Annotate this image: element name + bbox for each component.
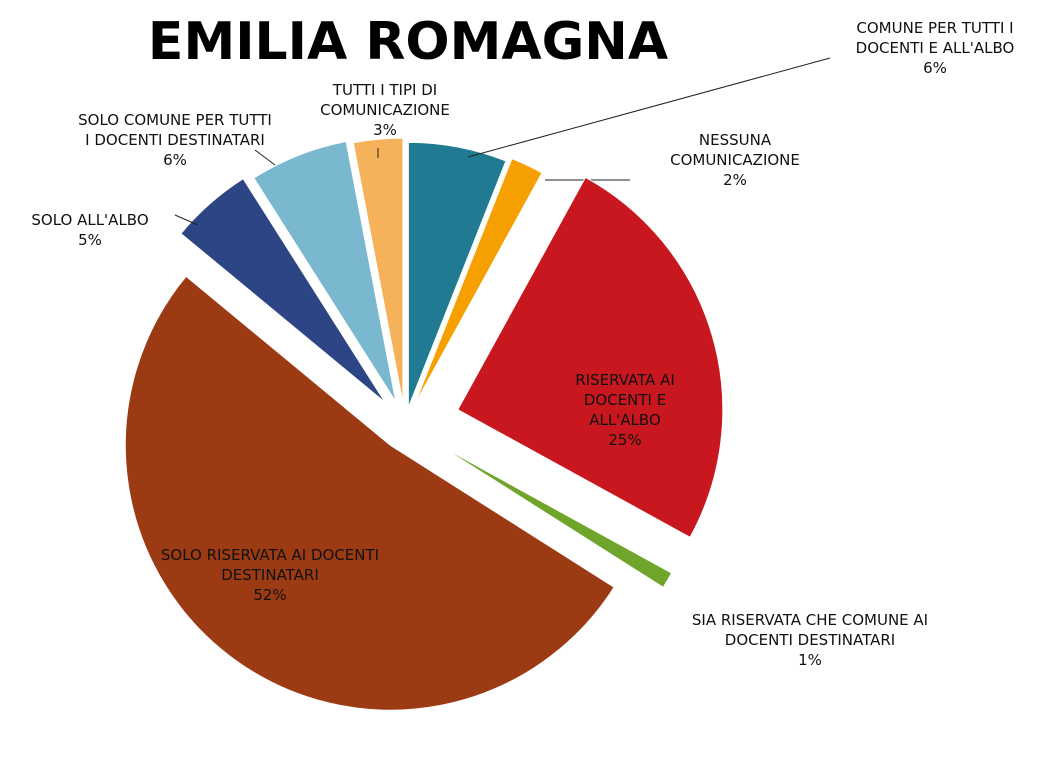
value-label: 5% — [78, 231, 102, 249]
category-label: SOLO ALL'ALBO — [31, 211, 149, 229]
value-label: 3% — [373, 121, 397, 139]
value-label: 52% — [253, 586, 287, 604]
chart-title: EMILIA ROMAGNA — [147, 12, 669, 72]
pie-slice — [457, 176, 724, 538]
leader-line — [467, 57, 831, 158]
pie-slice — [439, 444, 673, 589]
value-label: 6% — [163, 151, 187, 169]
leader-line — [254, 149, 276, 166]
value-label: 2% — [723, 171, 747, 189]
category-label: SOLO COMUNE PER TUTTI I DOCENTI DESTINAT… — [78, 111, 272, 149]
pie-slice — [253, 140, 397, 403]
category-label: SIA RISERVATA CHE COMUNE AI DOCENTI DEST… — [691, 611, 929, 649]
slice-label: COMUNE PER TUTTI I DOCENTI E ALL'ALBO 6% — [830, 18, 1040, 78]
slice-label: NESSUNA COMUNICAZIONE 2% — [650, 130, 820, 190]
leader-line — [174, 214, 199, 226]
slice-label: TUTTI I TIPI DI COMUNICAZIONE 3% — [295, 80, 475, 140]
pie-slice — [180, 178, 386, 403]
value-label: 25% — [608, 431, 642, 449]
value-label: 1% — [798, 651, 822, 669]
slice-label: SOLO COMUNE PER TUTTI I DOCENTI DESTINAT… — [75, 110, 275, 170]
category-label: NESSUNA COMUNICAZIONE — [670, 131, 800, 169]
slice-label: SIA RISERVATA CHE COMUNE AI DOCENTI DEST… — [685, 610, 935, 670]
pie-slice — [413, 158, 543, 406]
value-label: 6% — [923, 59, 947, 77]
slice-label: RISERVATA AI DOCENTI E ALL'ALBO 25% — [555, 370, 695, 450]
slice-label: SOLO ALL'ALBO 5% — [5, 210, 175, 250]
category-label: COMUNE PER TUTTI I DOCENTI E ALL'ALBO — [855, 19, 1015, 57]
pie-slice — [352, 137, 404, 404]
slice-label: SOLO RISERVATA AI DOCENTI DESTINATARI 52% — [145, 545, 395, 605]
category-label: SOLO RISERVATA AI DOCENTI DESTINATARI — [160, 546, 380, 584]
pie-slice — [407, 141, 507, 408]
pie-slice — [124, 275, 615, 711]
category-label: TUTTI I TIPI DI COMUNICAZIONE — [320, 81, 450, 119]
category-label: RISERVATA AI DOCENTI E ALL'ALBO — [575, 371, 675, 429]
